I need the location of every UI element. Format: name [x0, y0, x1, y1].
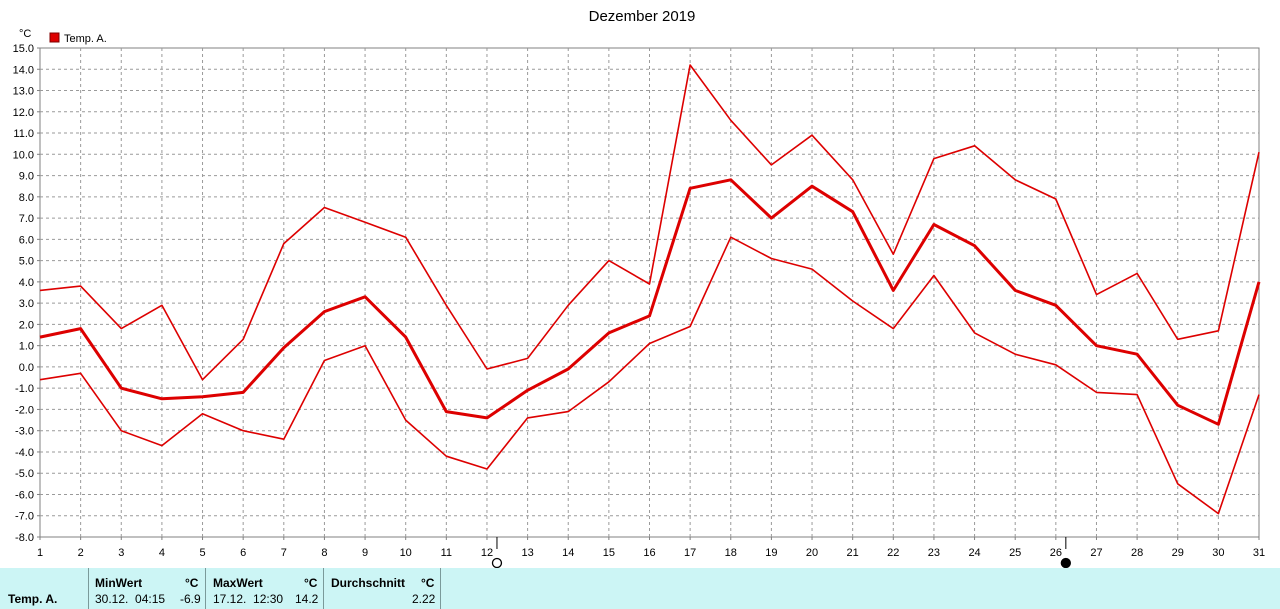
stats-series-cell: Temp. A. [0, 568, 88, 609]
x-tick-label: 26 [1050, 547, 1062, 559]
y-tick-label: -1.0 [15, 383, 34, 395]
stats-series-label: Temp. A. [8, 592, 58, 606]
y-tick-label: -5.0 [15, 468, 34, 480]
y-tick-label: 7.0 [19, 213, 34, 225]
y-tick-label: -6.0 [15, 489, 34, 501]
x-tick-label: 3 [118, 547, 124, 559]
full-moon-icon [491, 557, 503, 568]
avg-unit: °C [421, 576, 435, 590]
x-tick-label: 22 [887, 547, 899, 559]
x-tick-label: 8 [321, 547, 327, 559]
min-header: MinWert [95, 576, 143, 590]
x-tick-label: 7 [281, 547, 287, 559]
x-tick-label: 27 [1090, 547, 1102, 559]
avg-header: Durchschnitt [331, 576, 406, 590]
x-tick-label: 21 [847, 547, 859, 559]
stats-empty-cell [440, 568, 1280, 609]
x-tick-label: 1 [37, 547, 43, 559]
x-tick-label: 11 [441, 547, 452, 559]
y-tick-label: 12.0 [13, 107, 34, 119]
x-tick-label: 12 [481, 547, 493, 559]
series-line-max [39, 64, 1260, 381]
x-tick-label: 20 [806, 547, 818, 559]
max-value: 14.2 [295, 592, 319, 606]
temperature-chart: 15.0 14.0 13.0 12.0 11.0 10.0 9.0 8.0 7.0 6.0 5.0 4… [13, 8, 1265, 568]
x-tick-label: 9 [362, 547, 368, 559]
avg-value: 2.22 [412, 592, 436, 606]
y-axis-unit: °C [19, 28, 31, 40]
statistics-bar: Temp. A. MinWert °C 30.12. 04:15 -6.9 Ma… [0, 568, 1280, 609]
y-tick-label: 6.0 [19, 234, 34, 246]
y-tick-label: 0.0 [19, 362, 34, 374]
y-tick-label: 14.0 [13, 64, 34, 76]
y-tick-label: 3.0 [19, 298, 34, 310]
x-tick-label: 15 [603, 547, 615, 559]
x-tick-label: 18 [725, 547, 737, 559]
x-tick-label: 30 [1212, 547, 1224, 559]
y-tick-label: -2.0 [15, 404, 34, 416]
x-tick-label: 31 [1253, 547, 1265, 559]
x-tick-label: 19 [765, 547, 777, 559]
x-tick-label: 29 [1172, 547, 1184, 559]
series-line-min [39, 236, 1260, 515]
y-tick-label: -7.0 [15, 511, 34, 523]
x-tick-label: 16 [643, 547, 655, 559]
legend-label: Temp. A. [64, 33, 107, 45]
stats-avg-cell: Durchschnitt °C 2.22 [323, 568, 441, 609]
plot-area [39, 47, 1260, 538]
x-tick-label: 28 [1131, 547, 1143, 559]
new-moon-icon [1060, 557, 1071, 568]
y-tick-label: 10.0 [13, 149, 34, 161]
y-tick-label: 1.0 [19, 341, 34, 353]
y-tick-label: 4.0 [19, 277, 34, 289]
y-tick-label: 15.0 [13, 43, 34, 55]
stats-min-cell: MinWert °C 30.12. 04:15 -6.9 [88, 568, 206, 609]
y-tick-label: 8.0 [19, 192, 34, 204]
x-tick-label: 2 [78, 547, 84, 559]
max-time: 17.12. 12:30 [213, 592, 284, 606]
y-tick-label: -4.0 [15, 447, 34, 459]
x-tick-label: 17 [684, 547, 696, 559]
x-tick-label: 13 [521, 547, 533, 559]
x-tick-label: 24 [968, 547, 980, 559]
stats-max-cell: MaxWert °C 17.12. 12:30 14.2 [205, 568, 324, 609]
x-tick-label: 23 [928, 547, 940, 559]
min-time: 30.12. 04:15 [95, 592, 166, 606]
y-tick-label: 11.0 [13, 128, 34, 140]
y-tick-label: 5.0 [19, 256, 34, 268]
legend-swatch [49, 32, 60, 43]
y-tick-label: 9.0 [19, 171, 34, 183]
series-line-mean [39, 178, 1261, 426]
chart-title: Dezember 2019 [589, 8, 696, 25]
x-tick-label: 25 [1009, 547, 1021, 559]
y-tick-label: 13.0 [13, 86, 34, 98]
x-tick-label: 5 [199, 547, 205, 559]
x-tick-label: 14 [562, 547, 574, 559]
max-unit: °C [304, 576, 318, 590]
min-value: -6.9 [180, 592, 201, 606]
y-tick-label: -3.0 [15, 426, 34, 438]
y-tick-label: 2.0 [19, 319, 34, 331]
y-tick-label: -8.0 [15, 532, 34, 544]
x-tick-label: 4 [159, 547, 165, 559]
min-unit: °C [185, 576, 199, 590]
max-header: MaxWert [213, 576, 263, 590]
chart-canvas: 15.014.013.012.011.010.09.08.07.06.05.04… [13, 8, 1265, 568]
x-tick-label: 10 [400, 547, 412, 559]
x-tick-label: 6 [240, 547, 246, 559]
